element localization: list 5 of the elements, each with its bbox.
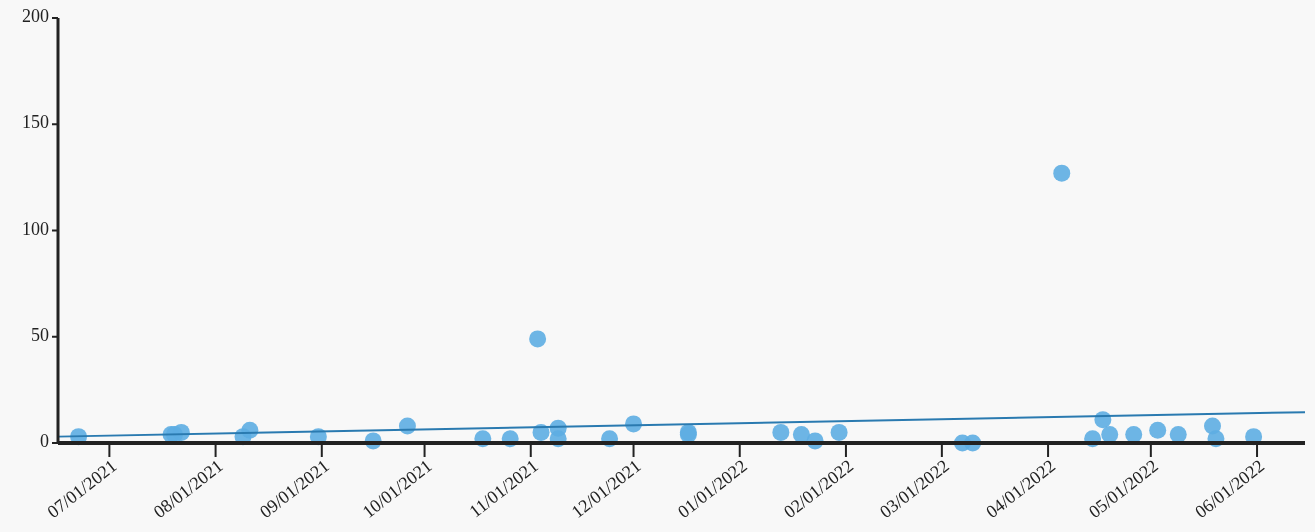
y-tick-label: 50 bbox=[31, 324, 49, 345]
y-tick-label: 100 bbox=[22, 218, 49, 239]
y-tick-label: 0 bbox=[40, 431, 49, 452]
y-tick-label: 150 bbox=[22, 112, 49, 133]
y-tick-label: 200 bbox=[22, 6, 49, 27]
